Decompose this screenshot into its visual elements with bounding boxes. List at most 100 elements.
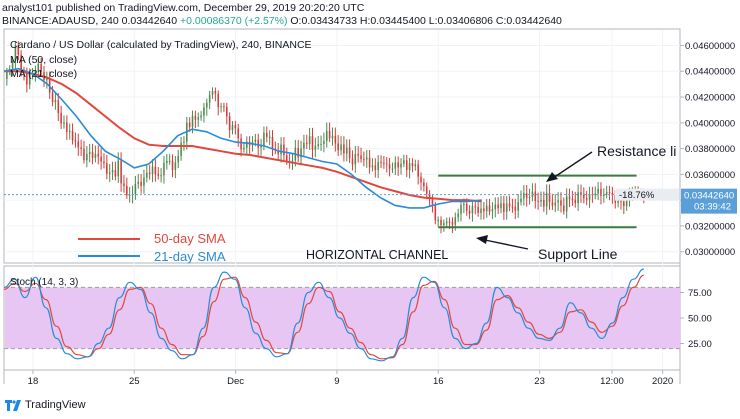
ma21-legend: MA (21, close)	[10, 68, 77, 80]
price-tick-label: 0.03000000	[685, 247, 735, 258]
time-tick-label: 18	[28, 376, 39, 387]
ohlc-values: O:0.03434733 H:0.03445400 L:0.03406806 C…	[290, 15, 562, 27]
candle-body	[74, 140, 77, 142]
candle-body	[143, 177, 145, 186]
candle-body	[126, 185, 128, 196]
stoch-tick-label: 50.00	[688, 314, 712, 325]
candle-body	[497, 204, 499, 209]
candle-body	[40, 63, 42, 72]
candle-body	[548, 192, 551, 203]
candle-body	[257, 139, 259, 148]
candle-body	[545, 192, 548, 207]
candle-body	[400, 163, 402, 168]
candle-body	[17, 45, 20, 55]
candle-body	[303, 142, 305, 149]
candle-body	[160, 175, 162, 177]
candle-body	[188, 122, 191, 128]
stoch-title: Stoch (14, 3, 3)	[10, 277, 78, 288]
candle-body	[60, 112, 62, 124]
last-price: 0.03442640	[121, 15, 178, 27]
candle-body	[417, 164, 419, 177]
candle-body	[388, 164, 391, 169]
stoch-tick-label: 25.00	[688, 339, 712, 350]
candle-body	[54, 99, 57, 103]
candle-body	[94, 153, 97, 158]
candle-body	[163, 163, 165, 176]
candle-body	[311, 136, 314, 150]
symbol-label: BINANCE:ADAUSD, 240	[2, 15, 119, 27]
candle-body	[465, 203, 468, 211]
candle-body	[271, 136, 274, 149]
candle-body	[114, 170, 117, 177]
sma21-line	[3, 67, 482, 209]
candle-body	[331, 135, 334, 139]
candle-body	[320, 143, 322, 145]
candle-body	[583, 194, 585, 199]
candle-body	[157, 174, 160, 176]
candle-body	[123, 183, 125, 186]
stoch-band	[5, 287, 680, 349]
candle-body	[217, 93, 220, 108]
candle-body	[297, 147, 299, 158]
candle-body	[37, 63, 40, 72]
candle-body	[540, 199, 542, 202]
candle-body	[211, 91, 214, 95]
candle-body	[180, 142, 182, 156]
candle-body	[51, 92, 54, 103]
price-tag	[681, 188, 737, 214]
candle-body	[317, 144, 319, 146]
candle-body	[528, 197, 531, 199]
candle-body	[137, 181, 140, 185]
candle-body	[385, 163, 388, 165]
resistance-arrow	[552, 151, 593, 179]
candle-body	[437, 219, 439, 221]
candle-body	[120, 160, 122, 184]
candle-body	[46, 77, 48, 81]
candle-body	[226, 106, 228, 117]
candle-body	[57, 99, 60, 113]
price-tick-label: 0.03800000	[685, 144, 735, 155]
candle-body	[605, 192, 608, 195]
candle-body	[243, 147, 245, 150]
candle-body	[423, 182, 425, 187]
candle-body	[428, 193, 431, 198]
candle-body	[34, 71, 37, 74]
candle-body	[414, 164, 417, 167]
change-tag	[615, 188, 679, 201]
candle-body	[448, 221, 451, 223]
candle-body	[534, 191, 537, 201]
candle-body	[300, 148, 302, 158]
candle-body	[580, 192, 582, 195]
stoch-tick-label: 75.00	[688, 288, 712, 299]
candle-body	[334, 135, 337, 144]
candle-body	[565, 196, 568, 212]
candle-body	[305, 142, 308, 145]
candle-body	[228, 116, 231, 131]
candle-body	[514, 206, 517, 211]
candle-body	[488, 205, 491, 212]
candle-body	[231, 125, 234, 131]
candle-body	[520, 198, 522, 203]
candle-body	[111, 170, 114, 173]
time-tick-label: 23	[534, 376, 545, 387]
candle-body	[48, 77, 51, 93]
ma50-legend: MA (50, close)	[10, 54, 77, 66]
candle-body	[151, 166, 154, 174]
candle-body	[20, 54, 22, 72]
candle-body	[560, 200, 562, 206]
candle-body	[523, 193, 525, 199]
time-tick-label: 9	[334, 376, 339, 387]
time-tick-label: Dec	[227, 376, 244, 387]
sma50-line	[4, 70, 482, 203]
tradingview-brand[interactable]: TradingView	[5, 399, 86, 411]
candle-body	[88, 152, 91, 154]
candle-body	[183, 141, 185, 143]
candle-body	[146, 172, 148, 178]
candle-body	[91, 152, 94, 158]
price-tick-label: 0.04400000	[685, 67, 735, 78]
candle-body	[368, 157, 371, 168]
candle-body	[128, 195, 131, 197]
candle-body	[277, 150, 279, 155]
change-label: -18.76%	[619, 190, 655, 201]
